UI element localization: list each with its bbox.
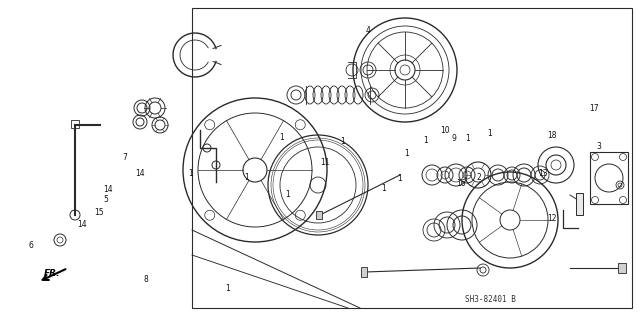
Text: 1: 1 <box>225 284 230 293</box>
Text: 1: 1 <box>340 137 345 146</box>
Text: 14: 14 <box>134 169 145 178</box>
Text: 1: 1 <box>381 184 387 193</box>
Bar <box>576 193 583 215</box>
Text: 18: 18 <box>547 131 556 140</box>
Text: 1: 1 <box>487 130 492 138</box>
Text: FR.: FR. <box>44 270 60 278</box>
Text: 3: 3 <box>596 142 601 151</box>
Text: 1: 1 <box>279 133 284 142</box>
Text: 16: 16 <box>456 179 466 188</box>
Text: 11: 11 <box>321 158 330 167</box>
Bar <box>316 211 322 219</box>
Text: 5: 5 <box>103 195 108 204</box>
Text: SH3-82401 B: SH3-82401 B <box>465 295 515 305</box>
Text: 1: 1 <box>465 134 470 143</box>
Text: 4: 4 <box>365 26 371 35</box>
Text: 1: 1 <box>188 169 193 178</box>
Text: 13: 13 <box>538 169 548 178</box>
Text: 14: 14 <box>77 220 87 229</box>
Text: 1: 1 <box>285 190 291 199</box>
Text: 1: 1 <box>244 173 249 182</box>
Bar <box>192 8 632 308</box>
Bar <box>361 267 367 277</box>
Text: 6: 6 <box>28 241 33 250</box>
Text: 1: 1 <box>404 149 409 158</box>
Bar <box>71 120 79 128</box>
Text: 1: 1 <box>397 174 403 183</box>
Text: 8: 8 <box>143 275 148 284</box>
Text: 10: 10 <box>440 126 450 135</box>
Text: 14: 14 <box>102 185 113 194</box>
Text: 1: 1 <box>423 136 428 145</box>
Text: 2: 2 <box>476 173 481 182</box>
Text: 17: 17 <box>589 104 599 113</box>
Text: 9: 9 <box>452 134 457 143</box>
Text: 12: 12 <box>547 214 556 223</box>
Text: 7: 7 <box>122 153 127 162</box>
Bar <box>618 263 626 273</box>
Text: 15: 15 <box>94 208 104 217</box>
Bar <box>590 152 628 204</box>
